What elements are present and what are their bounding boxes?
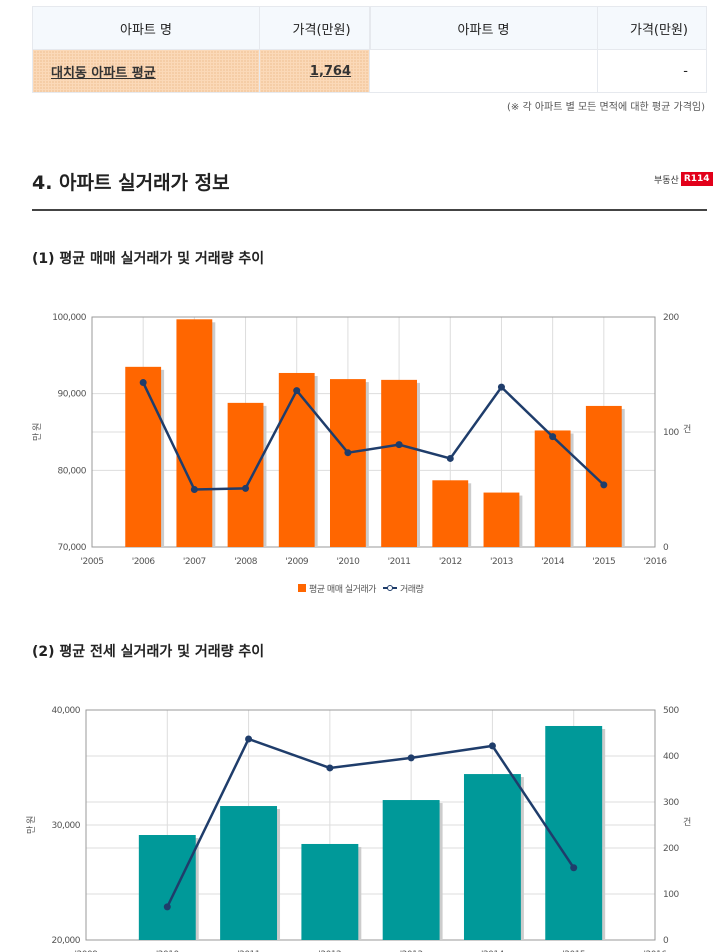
bar [220, 806, 278, 940]
y-tick-label: 30,000 [52, 821, 81, 831]
line-point [570, 864, 578, 872]
price-note: (※ 각 아파트 별 모든 면적에 대한 평균 가격임) [506, 102, 705, 113]
series-line [142, 382, 605, 491]
x-tick-label: '2013 [400, 950, 423, 952]
y-tick-label: 100,000 [52, 313, 86, 323]
bar [301, 843, 359, 940]
y2-tick-label: 0 [663, 543, 669, 553]
line-point [326, 764, 334, 772]
chart1-title: (1) 평균 매매 실거래가 및 거래량 추이 [32, 251, 265, 267]
line-point [242, 484, 250, 492]
x-tick-label: '2007 [183, 557, 206, 567]
series-line [166, 737, 575, 908]
x-tick-label: '2014 [541, 557, 565, 567]
header-apt-name: 아파트 명 [32, 6, 260, 50]
plot-frame [91, 316, 656, 548]
x-tick-label: '2013 [490, 557, 513, 567]
line-point [344, 449, 352, 457]
x-tick-label: '2009 [75, 950, 99, 952]
y-tick-label: 80,000 [58, 466, 87, 476]
y2-tick-label: 0 [663, 936, 669, 946]
x-tick-label: '2012 [318, 950, 341, 952]
header-apt-name-2: 아파트 명 [369, 6, 598, 50]
apt-price[interactable]: 1,764 [309, 63, 352, 79]
y-axis-label: 만 원 [26, 816, 37, 834]
y2-axis-label: 건 [683, 817, 691, 828]
x-tick-label: '2008 [234, 557, 258, 567]
chart-sale: '2005 '2006 '2007 '2008 '2009 '2010 '2011 '2012… [32, 313, 692, 595]
x-tick-label: '2012 [439, 557, 462, 567]
line-point [395, 441, 403, 449]
section-title: 4. 아파트 실거래가 정보 [32, 172, 230, 194]
line-point [139, 379, 147, 387]
line-point [163, 903, 171, 911]
line-point [549, 433, 557, 441]
line-point [488, 742, 496, 750]
bar [176, 319, 213, 547]
plot-frame [85, 709, 656, 941]
apt-name-2 [369, 49, 598, 93]
y2-tick-label: 400 [663, 752, 679, 762]
y-tick-label: 70,000 [58, 543, 87, 553]
bar [125, 366, 162, 547]
y-axis-label: 만 원 [32, 423, 43, 441]
bar [278, 372, 315, 547]
line-point [600, 481, 608, 489]
line-point [446, 454, 454, 462]
x-tick-label: '2006 [132, 557, 156, 567]
line-point [293, 387, 301, 395]
y-tick-label: 20,000 [52, 936, 81, 946]
x-tick-label: '2009 [285, 557, 309, 567]
header-price: 가격(만원) [258, 6, 371, 50]
r114-logo: 부동산 R114 [654, 172, 713, 186]
bar [483, 492, 520, 547]
header-price-2: 가격(만원) [596, 6, 708, 50]
y2-tick-label: 200 [663, 313, 679, 323]
bar [381, 379, 418, 547]
x-tick-label: '2005 [81, 557, 104, 567]
x-tick-label: '2016 [644, 950, 668, 952]
bar [534, 430, 571, 547]
apt-link[interactable]: 대치동 아파트 평균 [51, 65, 156, 81]
y2-tick-label: 100 [663, 428, 679, 438]
bar [329, 379, 366, 547]
y2-tick-label: 300 [663, 798, 679, 808]
legend-label-bar: 평균 매매 실거래가 [309, 584, 376, 595]
bar [227, 402, 264, 547]
x-tick-label: '2016 [644, 557, 668, 567]
divider [32, 209, 707, 211]
x-tick-label: '2011 [388, 557, 411, 567]
bar [432, 480, 469, 547]
legend-swatch-bar [298, 584, 306, 592]
apt-price-2: - [596, 49, 708, 93]
x-tick-label: '2015 [562, 950, 585, 952]
y-tick-label: 40,000 [52, 706, 81, 716]
chart2-title: (2) 평균 전세 실거래가 및 거래량 추이 [32, 644, 265, 660]
x-tick-label: '2014 [481, 950, 505, 952]
line-point [407, 754, 415, 762]
y2-tick-label: 100 [663, 890, 679, 900]
line-point [497, 383, 505, 391]
y2-axis-label: 건 [683, 424, 691, 435]
x-tick-label: '2011 [237, 950, 260, 952]
y2-tick-label: 500 [663, 706, 679, 716]
x-tick-label: '2015 [592, 557, 615, 567]
line-point [245, 735, 253, 743]
line-point [190, 486, 198, 493]
bar [545, 725, 603, 940]
legend-label-line: 거래량 [400, 583, 424, 595]
chart-jeonse: '2009 '2010 '2011 '2012 '2013 '2014 '2015 '2016… [26, 706, 692, 952]
bar [585, 405, 622, 547]
y2-tick-label: 200 [663, 844, 679, 854]
y-tick-label: 90,000 [58, 390, 87, 400]
price-table: 아파트 명 가격(만원) 아파트 명 가격(만원) 대치동 아파트 평균 1,7… [32, 6, 708, 93]
x-tick-label: '2010 [336, 557, 360, 567]
bar [463, 774, 521, 940]
bar [382, 800, 440, 940]
bar [138, 835, 196, 940]
legend-marker [387, 585, 393, 591]
x-tick-label: '2010 [156, 950, 180, 952]
